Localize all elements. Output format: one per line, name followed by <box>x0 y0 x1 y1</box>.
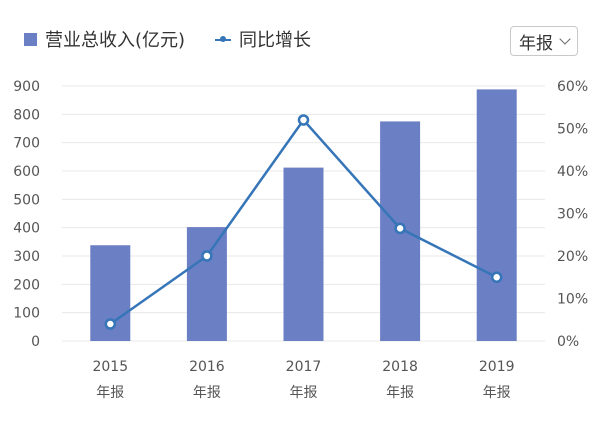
x-tick-label: 2016 <box>189 359 225 375</box>
legend-label-revenue: 营业总收入(亿元) <box>45 30 186 51</box>
y-left-tick-label: 200 <box>13 277 40 293</box>
y-right-tick-label: 40% <box>557 164 588 180</box>
x-tick-label: 2018 <box>382 359 418 375</box>
legend-item-revenue[interactable]: 营业总收入(亿元) <box>24 26 185 52</box>
y-left-tick-label: 100 <box>13 306 40 322</box>
y-left-tick-label: 600 <box>13 164 40 180</box>
y-right-tick-label: 50% <box>557 122 588 138</box>
y-right-tick-label: 20% <box>557 249 588 265</box>
y-left-tick-label: 500 <box>13 192 40 208</box>
bar <box>476 89 517 342</box>
y-left-tick-label: 400 <box>13 221 40 237</box>
period-select-value: 年报 <box>519 33 553 54</box>
period-select[interactable]: 年报 <box>510 26 578 56</box>
x-tick-sublabel: 年报 <box>290 385 318 401</box>
growth-point <box>490 271 503 283</box>
y-right-tick-label: 10% <box>557 292 588 308</box>
y-left-tick-label: 700 <box>13 136 40 152</box>
growth-point <box>394 222 406 235</box>
y-right-tick-label: 30% <box>557 207 588 223</box>
growth-point <box>104 318 117 330</box>
bar <box>186 227 227 341</box>
chart-legend: 营业总收入(亿元) 同比增长 <box>24 27 311 51</box>
growth-point <box>201 250 213 262</box>
x-tick-label: 2017 <box>286 359 322 375</box>
legend-label-growth: 同比增长 <box>239 30 312 51</box>
x-tick-label: 2015 <box>92 359 128 375</box>
x-tick-sublabel: 年报 <box>483 385 511 401</box>
x-tick-sublabel: 年报 <box>96 385 124 401</box>
bar-swatch-icon <box>24 32 37 46</box>
y-left-tick-label: 0 <box>31 334 40 350</box>
x-tick-sublabel: 年报 <box>386 385 414 401</box>
y-left-tick-label: 800 <box>13 107 40 123</box>
bar <box>283 167 324 341</box>
y-right-tick-label: 60% <box>557 79 588 95</box>
legend-item-growth[interactable]: 同比增长 <box>215 26 311 52</box>
y-right-tick-label: 0% <box>557 334 579 350</box>
x-tick-label: 2019 <box>479 359 515 375</box>
y-left-tick-label: 300 <box>13 249 40 265</box>
growth-point <box>297 114 310 126</box>
line-swatch-icon <box>215 33 232 46</box>
x-tick-sublabel: 年报 <box>193 385 221 401</box>
y-left-tick-label: 900 <box>13 79 40 95</box>
